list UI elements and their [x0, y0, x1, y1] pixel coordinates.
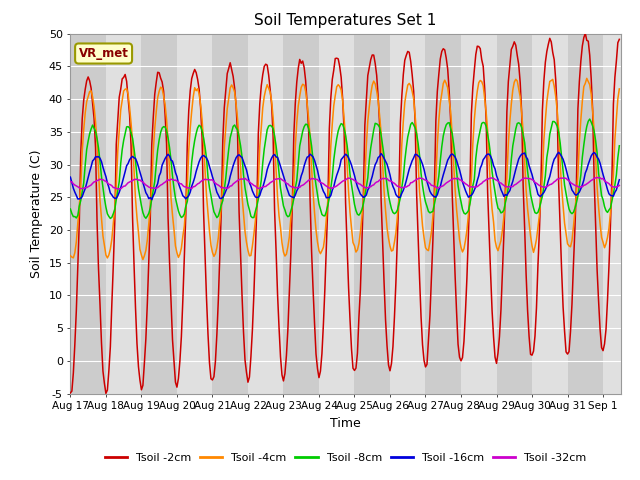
Tsoil -8cm [586, 116, 593, 122]
Tsoil -16cm [555, 149, 563, 155]
Tsoil -4cm [139, 257, 147, 263]
Tsoil -2cm [138, 387, 145, 393]
Tsoil -16cm [67, 174, 74, 180]
Bar [426, 34, 461, 394]
Tsoil -2cm [470, 67, 478, 73]
Tsoil -4cm [348, 225, 355, 231]
Bar [177, 34, 212, 394]
Tsoil -32cm [253, 185, 260, 191]
Line: Tsoil -16cm: Tsoil -16cm [70, 152, 620, 200]
Legend: Tsoil -2cm, Tsoil -4cm, Tsoil -8cm, Tsoil -16cm, Tsoil -32cm: Tsoil -2cm, Tsoil -4cm, Tsoil -8cm, Tsoi… [100, 448, 591, 467]
Line: Tsoil -32cm: Tsoil -32cm [70, 178, 620, 189]
Tsoil -32cm [67, 179, 74, 184]
Bar [141, 34, 177, 394]
Bar [212, 34, 248, 394]
Bar [603, 34, 639, 394]
Bar [568, 34, 603, 394]
Bar [461, 34, 497, 394]
Bar [532, 34, 568, 394]
Tsoil -2cm [253, 204, 260, 210]
Tsoil -4cm [136, 246, 144, 252]
Tsoil -32cm [616, 182, 623, 188]
Tsoil -8cm [67, 206, 74, 212]
Tsoil -4cm [253, 202, 260, 207]
Bar [70, 34, 106, 394]
Tsoil -32cm [348, 176, 355, 182]
Bar [106, 34, 141, 394]
Tsoil -8cm [158, 125, 166, 131]
Tsoil -16cm [136, 169, 144, 175]
Tsoil -8cm [106, 216, 114, 221]
Tsoil -4cm [616, 86, 623, 92]
Tsoil -2cm [67, 390, 74, 396]
Title: Soil Temperatures Set 1: Soil Temperatures Set 1 [255, 13, 436, 28]
Tsoil -16cm [616, 177, 623, 182]
Tsoil -4cm [607, 210, 614, 216]
Bar [639, 34, 640, 394]
Bar [390, 34, 426, 394]
Tsoil -16cm [607, 192, 614, 198]
Y-axis label: Soil Temperature (C): Soil Temperature (C) [30, 149, 43, 278]
Line: Tsoil -8cm: Tsoil -8cm [70, 119, 620, 218]
Tsoil -4cm [158, 85, 166, 91]
Tsoil -32cm [114, 186, 122, 192]
Tsoil -8cm [138, 203, 145, 208]
Tsoil -32cm [158, 181, 166, 187]
Bar [284, 34, 319, 394]
Line: Tsoil -2cm: Tsoil -2cm [70, 33, 620, 393]
Tsoil -16cm [253, 195, 260, 201]
Tsoil -8cm [470, 176, 478, 182]
Bar [248, 34, 284, 394]
Tsoil -8cm [348, 181, 355, 187]
Tsoil -2cm [582, 30, 589, 36]
Bar [497, 34, 532, 394]
Tsoil -32cm [138, 179, 145, 184]
Tsoil -16cm [470, 187, 478, 193]
Line: Tsoil -4cm: Tsoil -4cm [70, 78, 620, 260]
Tsoil -4cm [470, 117, 478, 122]
Tsoil -16cm [158, 162, 166, 168]
Tsoil -4cm [67, 253, 74, 259]
Tsoil -16cm [148, 197, 156, 203]
Tsoil -2cm [348, 346, 355, 352]
Tsoil -32cm [470, 184, 478, 190]
Tsoil -2cm [616, 36, 623, 42]
Bar [355, 34, 390, 394]
Tsoil -2cm [607, 222, 614, 228]
Bar [319, 34, 355, 394]
Tsoil -32cm [607, 182, 614, 188]
Tsoil -16cm [348, 162, 355, 168]
Tsoil -4cm [583, 75, 591, 81]
Text: VR_met: VR_met [79, 47, 129, 60]
Tsoil -2cm [158, 79, 166, 85]
Tsoil -2cm [102, 390, 109, 396]
Tsoil -8cm [607, 205, 614, 211]
Tsoil -8cm [253, 204, 260, 209]
Tsoil -8cm [616, 143, 623, 149]
Tsoil -32cm [593, 175, 601, 180]
X-axis label: Time: Time [330, 417, 361, 430]
